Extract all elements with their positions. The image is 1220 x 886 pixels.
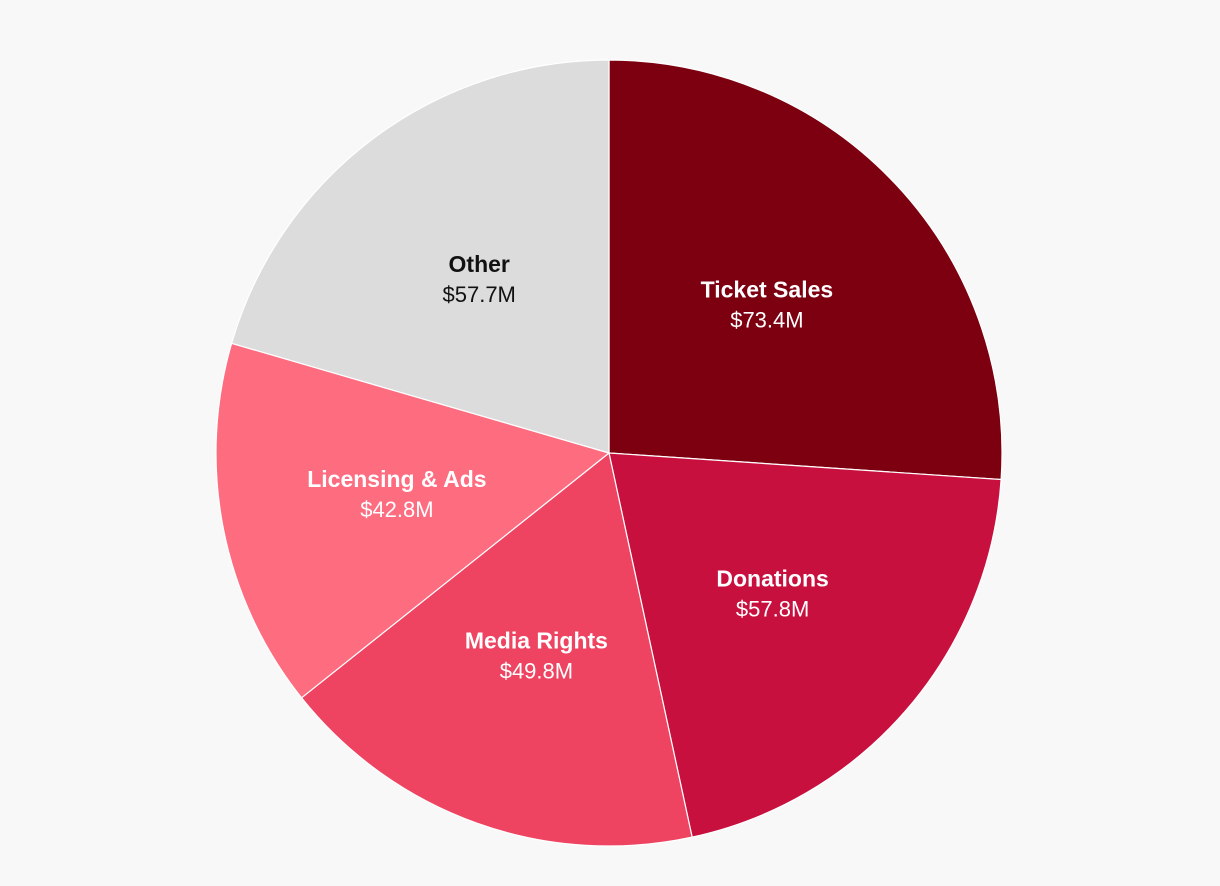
pie-slice-other: [230, 59, 610, 454]
slice-value-licensing-and-ads: $42.8M: [360, 497, 433, 522]
pie-slice-ticket-sales: [608, 59, 1003, 481]
slice-label-ticket-sales: Ticket Sales: [701, 276, 834, 302]
pie-slice-licensing-and-ads: [215, 342, 611, 699]
slice-label-media-rights: Media Rights: [465, 628, 608, 654]
slice-label-other: Other: [449, 251, 510, 277]
slice-value-donations: $57.8M: [736, 596, 809, 621]
slice-value-other: $57.7M: [443, 282, 516, 307]
slice-value-media-rights: $49.8M: [500, 659, 573, 684]
pie-slice-media-rights: [300, 451, 693, 847]
slice-label-licensing-and-ads: Licensing & Ads: [307, 466, 486, 492]
slice-value-ticket-sales: $73.4M: [730, 307, 803, 332]
slice-label-donations: Donations: [716, 565, 828, 591]
pie-slice-donations: [608, 452, 1002, 838]
pie-slices: [215, 59, 1003, 847]
pie-labels: Ticket Sales $73.4M Donations $57.8M Media R…: [307, 251, 833, 683]
